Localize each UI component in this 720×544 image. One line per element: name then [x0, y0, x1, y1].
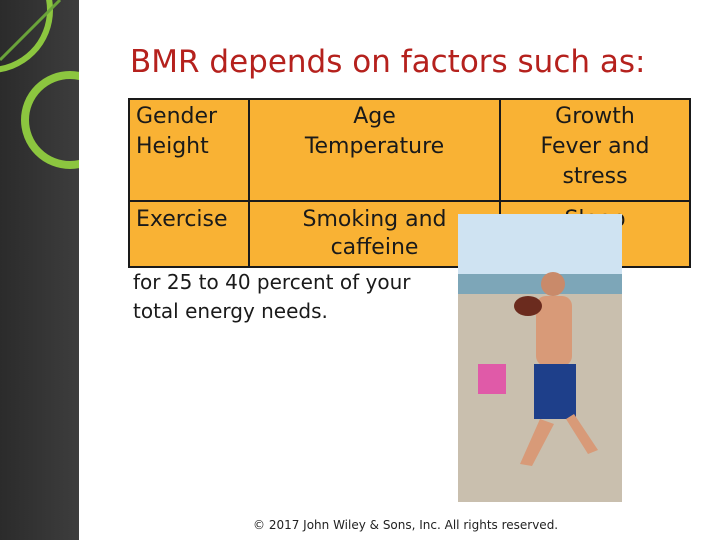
- cell-line: Height: [136, 134, 209, 159]
- cell-line: Smoking and: [302, 207, 447, 232]
- head: [541, 272, 565, 296]
- legs: [520, 414, 598, 466]
- cell-line: stress: [562, 164, 628, 189]
- cell-line: Gender: [136, 104, 218, 129]
- decoration: [0, 0, 119, 169]
- table-row: Gender Height Age Temperature Growth Fever an…: [128, 98, 691, 202]
- table-cell: Gender Height: [128, 98, 250, 202]
- table-cell: Growth Fever and stress: [499, 98, 691, 202]
- sea: [458, 274, 622, 294]
- cell-line: Temperature: [304, 134, 445, 159]
- cell-line: Age: [353, 104, 396, 129]
- slide-title: BMR depends on factors such as:: [130, 44, 646, 80]
- table-cell: Age Temperature: [248, 98, 501, 202]
- torso: [536, 296, 572, 366]
- note-line: total energy needs.: [133, 299, 328, 323]
- chair: [478, 364, 506, 394]
- note-line: for 25 to 40 percent of your: [133, 270, 411, 294]
- football: [514, 296, 542, 316]
- cell-line: Exercise: [136, 207, 228, 232]
- ring: [21, 71, 119, 169]
- cell-line: caffeine: [330, 235, 419, 260]
- note: for 25 to 40 percent of your total energy…: [133, 268, 463, 326]
- cell-line: Fever and: [540, 134, 650, 159]
- side-strip: [0, 0, 119, 540]
- table-cell: Exercise: [128, 200, 250, 268]
- beach-photo: [458, 214, 622, 502]
- footer: © 2017 John Wiley & Sons, Inc. All right…: [253, 518, 559, 532]
- cell-line: Growth: [555, 104, 635, 129]
- leaf-line: [0, 0, 62, 62]
- sky: [458, 214, 622, 274]
- shorts: [534, 364, 576, 419]
